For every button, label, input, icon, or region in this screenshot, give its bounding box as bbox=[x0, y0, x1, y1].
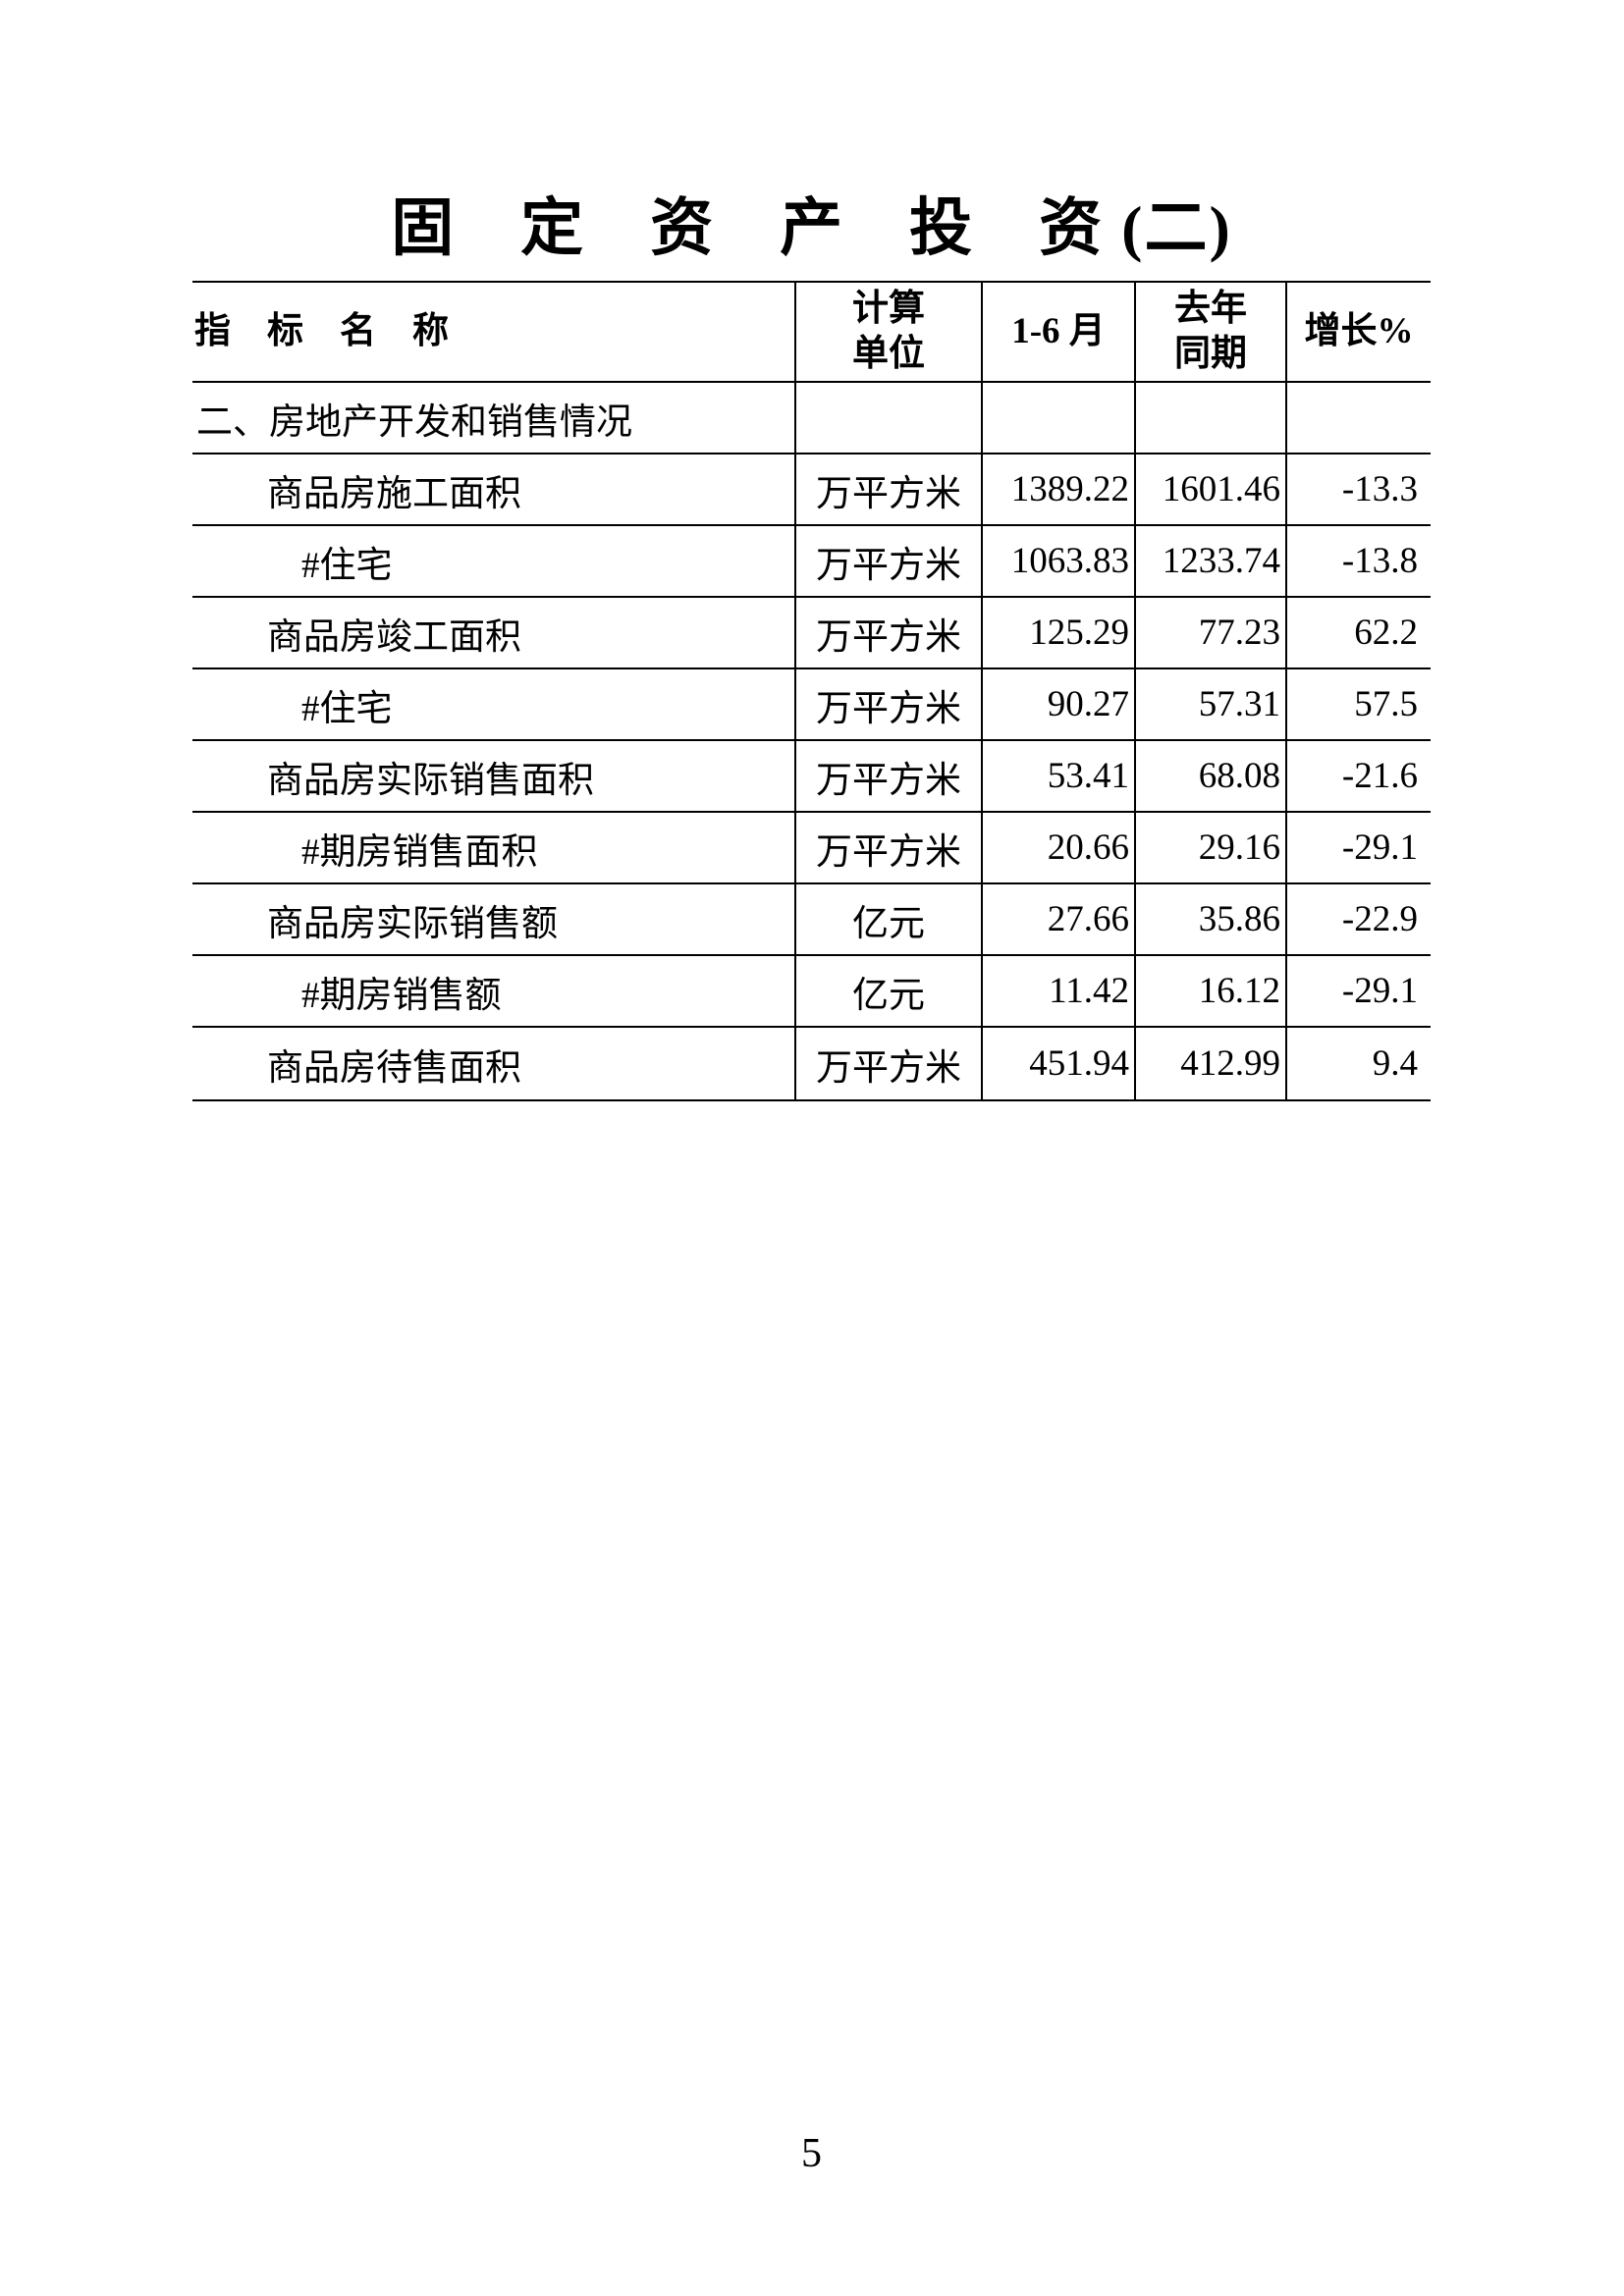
current-period-cell: 11.42 bbox=[981, 956, 1134, 1026]
current-period-cell: 125.29 bbox=[981, 598, 1134, 667]
col-header-growth: 增长% bbox=[1285, 283, 1431, 381]
current-period-cell bbox=[981, 383, 1134, 453]
current-period-cell: 1389.22 bbox=[981, 454, 1134, 524]
indicator-cell: #住宅 bbox=[301, 545, 393, 586]
col-header-period-label: 1-6 月 bbox=[1011, 311, 1106, 351]
previous-period-cell bbox=[1134, 383, 1285, 453]
table-row: 商品房待售面积 万平方米 451.94 412.99 9.4 bbox=[192, 1028, 1431, 1099]
growth-cell: -13.3 bbox=[1285, 454, 1431, 524]
growth-cell: 9.4 bbox=[1285, 1028, 1431, 1099]
current-period-cell: 53.41 bbox=[981, 741, 1134, 811]
previous-period-cell: 16.12 bbox=[1134, 956, 1285, 1026]
table-row: 商品房竣工面积 万平方米 125.29 77.23 62.2 bbox=[192, 598, 1431, 669]
previous-period-cell: 29.16 bbox=[1134, 813, 1285, 882]
indicator-cell: 商品房竣工面积 bbox=[267, 616, 521, 658]
col-header-indicator: 指 标 名 称 bbox=[192, 283, 794, 381]
table-row: #期房销售面积 万平方米 20.66 29.16 -29.1 bbox=[192, 813, 1431, 884]
previous-period-cell: 35.86 bbox=[1134, 884, 1285, 954]
table-row: 商品房实际销售面积 万平方米 53.41 68.08 -21.6 bbox=[192, 741, 1431, 813]
previous-period-cell: 77.23 bbox=[1134, 598, 1285, 667]
table-row: #住宅 万平方米 90.27 57.31 57.5 bbox=[192, 669, 1431, 741]
current-period-cell: 27.66 bbox=[981, 884, 1134, 954]
unit-cell: 亿元 bbox=[794, 884, 981, 954]
unit-cell: 万平方米 bbox=[794, 1028, 981, 1099]
table-row: 二、房地产开发和销售情况 bbox=[192, 383, 1431, 454]
col-header-indicator-label: 指 标 名 称 bbox=[194, 311, 449, 351]
unit-cell: 万平方米 bbox=[794, 813, 981, 882]
unit-cell: 万平方米 bbox=[794, 741, 981, 811]
previous-period-cell: 1233.74 bbox=[1134, 526, 1285, 596]
indicator-cell: #期房销售额 bbox=[301, 975, 502, 1016]
current-period-cell: 20.66 bbox=[981, 813, 1134, 882]
previous-period-cell: 68.08 bbox=[1134, 741, 1285, 811]
growth-cell: -29.1 bbox=[1285, 956, 1431, 1026]
table-header-row: 指 标 名 称 计算 单位 1-6 月 去年 同期 增长% bbox=[192, 283, 1431, 383]
indicator-cell: 商品房待售面积 bbox=[267, 1047, 521, 1089]
current-period-cell: 90.27 bbox=[981, 669, 1134, 739]
statistics-table: 指 标 名 称 计算 单位 1-6 月 去年 同期 增长% 二、房地产开发和销售… bbox=[192, 281, 1431, 1101]
indicator-cell: 商品房实际销售面积 bbox=[267, 760, 594, 801]
growth-cell bbox=[1285, 383, 1431, 453]
growth-cell: 62.2 bbox=[1285, 598, 1431, 667]
unit-cell bbox=[794, 383, 981, 453]
previous-period-cell: 57.31 bbox=[1134, 669, 1285, 739]
previous-period-cell: 1601.46 bbox=[1134, 454, 1285, 524]
growth-cell: -21.6 bbox=[1285, 741, 1431, 811]
unit-cell: 万平方米 bbox=[794, 526, 981, 596]
current-period-cell: 1063.83 bbox=[981, 526, 1134, 596]
unit-cell: 万平方米 bbox=[794, 598, 981, 667]
table-row: #期房销售额 亿元 11.42 16.12 -29.1 bbox=[192, 956, 1431, 1028]
growth-cell: 57.5 bbox=[1285, 669, 1431, 739]
previous-period-cell: 412.99 bbox=[1134, 1028, 1285, 1099]
table-row: #住宅 万平方米 1063.83 1233.74 -13.8 bbox=[192, 526, 1431, 598]
unit-cell: 万平方米 bbox=[794, 669, 981, 739]
indicator-cell: 商品房实际销售额 bbox=[267, 903, 558, 944]
current-period-cell: 451.94 bbox=[981, 1028, 1134, 1099]
indicator-cell: 商品房施工面积 bbox=[267, 473, 521, 514]
page-title: 固 定 资 产 投 资 (二) bbox=[391, 193, 1232, 263]
indicator-cell: #住宅 bbox=[301, 688, 393, 729]
indicator-cell: 二、房地产开发和销售情况 bbox=[196, 401, 632, 443]
unit-cell: 亿元 bbox=[794, 956, 981, 1026]
unit-cell: 万平方米 bbox=[794, 454, 981, 524]
indicator-cell: #期房销售面积 bbox=[301, 831, 538, 873]
growth-cell: -13.8 bbox=[1285, 526, 1431, 596]
col-header-growth-label: 增长% bbox=[1304, 311, 1414, 351]
table-row: 商品房实际销售额 亿元 27.66 35.86 -22.9 bbox=[192, 884, 1431, 956]
col-header-unit-label: 计算 单位 bbox=[852, 289, 925, 374]
col-header-unit: 计算 单位 bbox=[794, 283, 981, 381]
table-row: 商品房施工面积 万平方米 1389.22 1601.46 -13.3 bbox=[192, 454, 1431, 526]
col-header-period: 1-6 月 bbox=[981, 283, 1134, 381]
page-number: 5 bbox=[801, 2131, 822, 2176]
growth-cell: -22.9 bbox=[1285, 884, 1431, 954]
col-header-previous: 去年 同期 bbox=[1134, 283, 1285, 381]
col-header-previous-label: 去年 同期 bbox=[1174, 289, 1247, 374]
growth-cell: -29.1 bbox=[1285, 813, 1431, 882]
